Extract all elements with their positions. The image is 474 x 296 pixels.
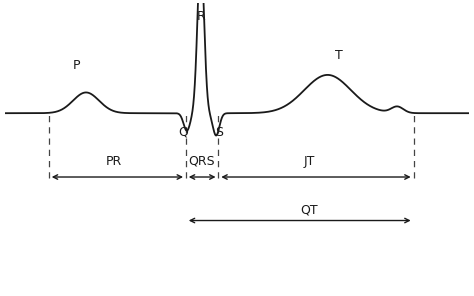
Text: Q: Q — [179, 126, 189, 139]
Text: S: S — [215, 126, 223, 139]
Text: JT: JT — [303, 155, 315, 168]
Text: QT: QT — [300, 204, 318, 217]
Text: R: R — [196, 9, 205, 22]
Text: QRS: QRS — [188, 155, 215, 168]
Text: PR: PR — [106, 155, 122, 168]
Text: T: T — [335, 49, 343, 62]
Text: P: P — [73, 59, 81, 72]
